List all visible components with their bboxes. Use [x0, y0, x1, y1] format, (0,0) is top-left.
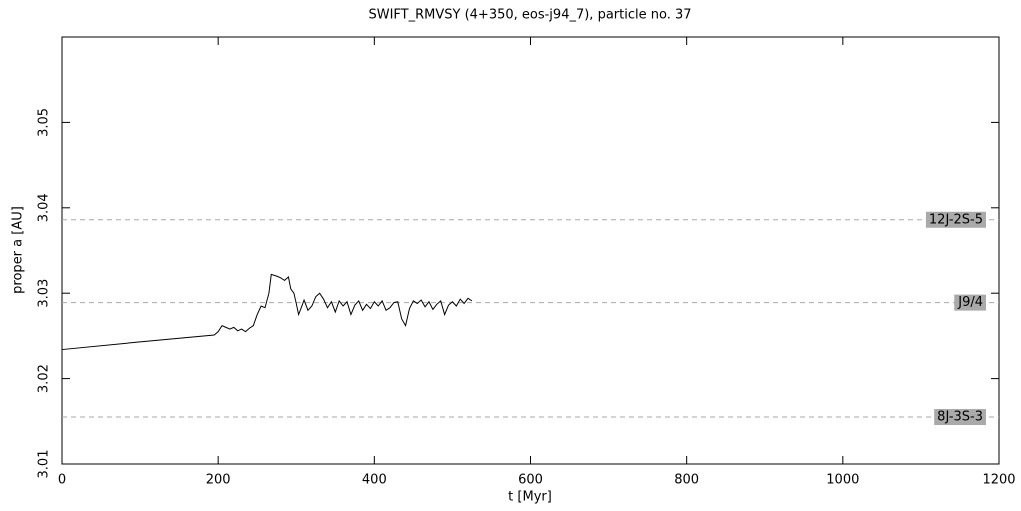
y-tick-label: 3.04: [37, 193, 52, 222]
x-tick-label: 600: [518, 473, 543, 488]
y-tick-label: 3.05: [37, 108, 52, 137]
x-tick-label: 1000: [826, 473, 859, 488]
resonance-label: 8J-3S-3: [937, 410, 983, 425]
x-tick-label: 0: [58, 473, 66, 488]
x-axis-label: t [Myr]: [508, 490, 552, 505]
resonance-label-bg: [954, 294, 986, 311]
resonance-label-bg: [925, 211, 986, 228]
resonance-label: 12J-2S-5: [929, 212, 983, 227]
y-tick-label: 3.01: [37, 450, 52, 479]
x-tick-label: 1200: [982, 473, 1015, 488]
x-tick-label: 200: [206, 473, 231, 488]
data-line: [61, 273, 473, 351]
chart-title: SWIFT_RMVSY (4+350, eos-j94_7), particle…: [368, 8, 691, 23]
y-tick-label: 3.03: [37, 279, 52, 308]
resonance-label-bg: [934, 409, 986, 426]
x-tick-label: 800: [674, 473, 699, 488]
plot-frame: [61, 36, 1000, 465]
y-tick-label: 3.02: [37, 364, 52, 393]
resonance-label: J9/4: [957, 295, 983, 310]
x-tick-label: 400: [362, 473, 387, 488]
y-axis-label: proper a [AU]: [11, 206, 26, 294]
